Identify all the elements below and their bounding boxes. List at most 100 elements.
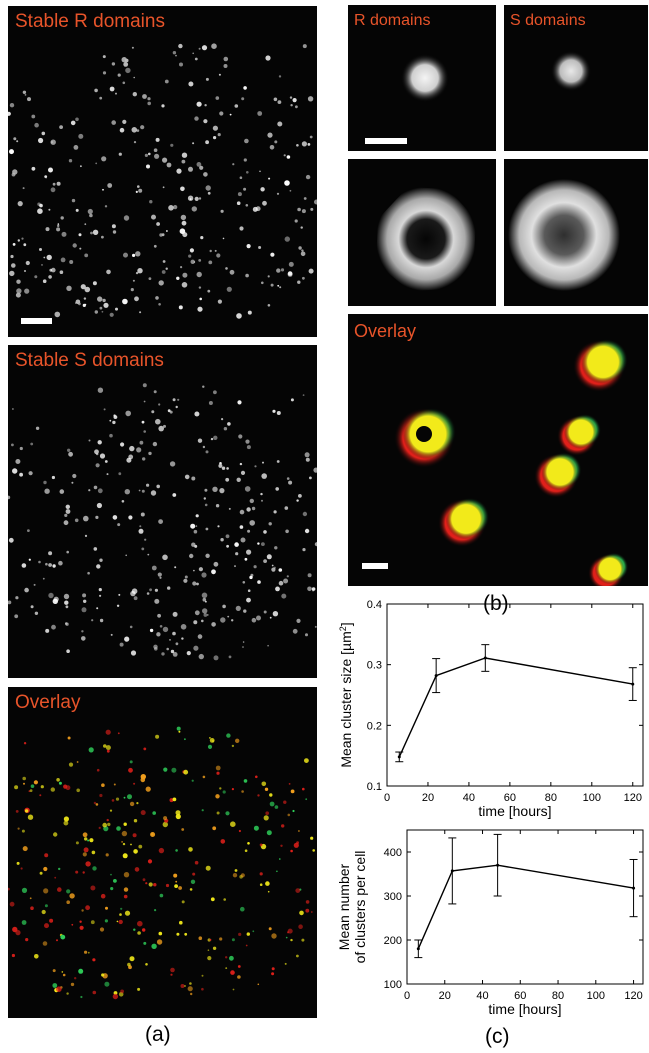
cluster-spot [244,486,251,492]
cluster-spot [247,589,251,592]
panel-label: S domains [510,12,586,29]
cluster-spot [139,311,142,314]
data-point [496,863,500,867]
cluster-spot [209,737,211,739]
cluster-spot [81,636,86,641]
cluster-spot [87,839,90,842]
cluster-spot [158,847,165,854]
cluster-spot [123,822,127,826]
cluster-spot [45,177,47,179]
cluster-spot [307,586,312,592]
cluster-spot [56,986,62,992]
cluster-spot [48,551,53,556]
cluster-spot [257,794,260,797]
cluster-spot [201,987,204,991]
cluster-spot [93,801,97,805]
cluster-spot [304,452,310,458]
cluster-spot [112,230,117,234]
data-point [450,869,454,873]
cluster-spot [88,747,94,753]
cluster-spot [151,410,155,414]
colocalized-spot [594,553,626,585]
cluster-spot [96,502,102,509]
cluster-spot [66,550,69,554]
cluster-spot [246,549,252,555]
cluster-spot [175,813,181,820]
cluster-spot [180,266,183,269]
cluster-spot [148,882,153,887]
cluster-spot [204,503,208,507]
cluster-spot [169,639,171,641]
cluster-spot [94,310,99,314]
cluster-spot [267,132,273,138]
cluster-spot [243,779,248,783]
cluster-spot [261,473,267,479]
cluster-spot [299,910,304,916]
cluster-spot [132,92,137,97]
cluster-spot [104,205,108,208]
cluster-spot [97,296,103,302]
cluster-spot [33,583,36,586]
cluster-spot [243,158,247,162]
cluster-spot [172,631,176,636]
cluster-spot [245,204,249,207]
cluster-spot [217,525,220,528]
cluster-spot [226,286,232,292]
cluster-spot [154,153,160,159]
cluster-spot [58,867,61,871]
cluster-spot [162,157,168,163]
cluster-spot [24,809,29,813]
x-tick-label: 120 [624,792,642,804]
cluster-spot [158,519,164,524]
cluster-spot [34,954,39,959]
cluster-spot [76,788,80,793]
cluster-spot [155,296,159,300]
cluster-spot [221,418,224,421]
data-point [632,886,636,890]
cluster-spot [302,44,307,49]
cluster-spot [128,515,133,520]
cluster-spot [269,801,275,807]
cluster-spot [252,930,255,933]
data-point [416,947,420,951]
x-tick-label: 20 [422,792,434,804]
cluster-spot [63,520,69,526]
cluster-spot [188,81,194,87]
cluster-spot [219,488,225,494]
cluster-spot [24,270,26,272]
cluster-spot [205,185,211,191]
cluster-spot [154,909,157,912]
cluster-spot [109,433,113,438]
x-tick-label: 80 [552,990,564,1002]
cluster-spot [25,260,30,266]
cluster-spot [213,561,219,567]
cluster-spot [133,76,135,79]
cluster-spot [289,189,292,192]
cluster-spot [197,634,203,639]
cluster-spot [279,858,281,860]
cluster-spot [11,443,14,447]
cluster-spot [148,451,152,456]
cluster-spot [175,642,179,646]
cluster-spot [277,121,283,127]
cluster-spot [105,853,109,857]
cluster-spot [227,615,230,618]
cluster-spot [96,768,100,772]
cluster-spot [269,616,272,619]
cluster-spot [51,267,56,273]
cluster-spot [254,465,257,468]
cluster-spot [223,56,229,62]
cluster-spot [286,477,290,480]
cluster-spot [155,137,160,142]
cluster-spot [22,90,27,95]
cluster-spot [44,488,50,494]
cluster-spot [266,830,272,836]
cluster-spot [104,460,108,463]
cluster-spot [90,231,93,235]
cluster-spot [238,829,241,833]
cluster-spot [123,796,126,799]
cluster-spot [215,765,221,771]
cluster-spot [249,498,254,504]
cluster-spot [132,279,135,282]
cluster-spot [158,280,164,286]
